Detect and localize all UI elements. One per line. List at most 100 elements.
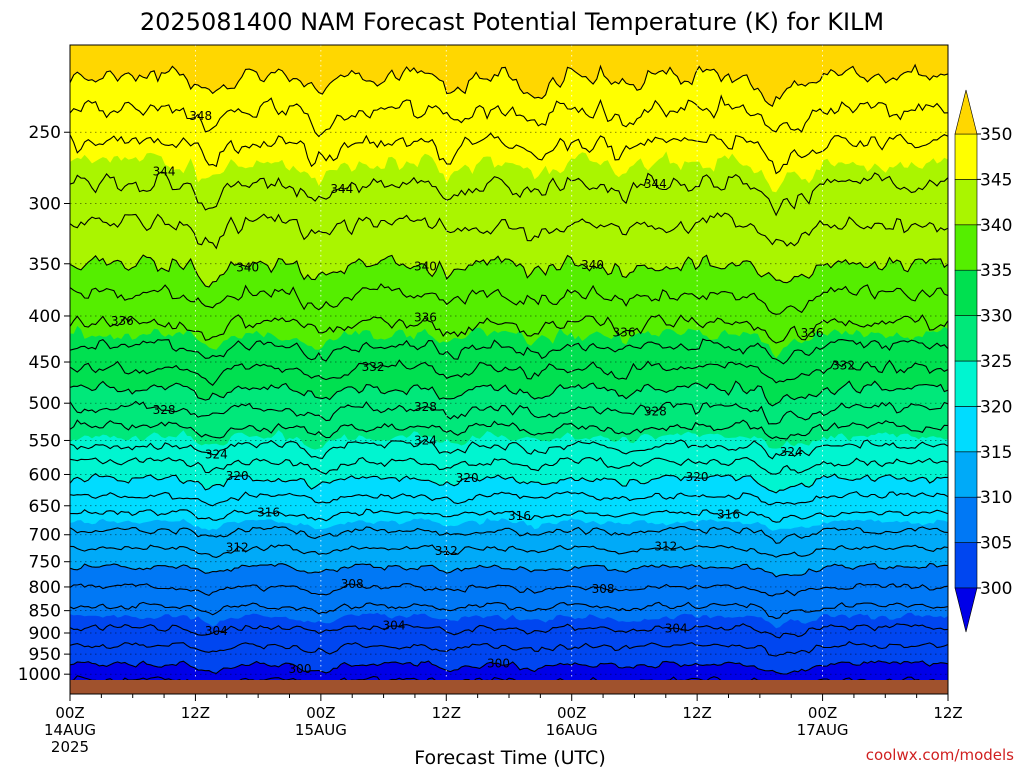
contour-label-344: 344 — [644, 177, 667, 191]
y-tick-label: 650 — [29, 497, 61, 517]
contour-308 — [70, 582, 948, 597]
x-tick-label: 12Z — [682, 704, 711, 722]
colorbar-tick-label: 320 — [980, 397, 1012, 417]
y-tick-label: 1000 — [18, 665, 61, 685]
y-tick-label: 700 — [29, 526, 61, 546]
x-tick-label: 12Z — [432, 704, 461, 722]
colorbar-tick-label: 315 — [980, 443, 1012, 463]
contour-300 — [70, 660, 948, 675]
contour-314 — [70, 525, 948, 544]
contour-346 — [70, 132, 948, 175]
y-tick-label: 550 — [29, 432, 61, 452]
band-below-300 — [70, 660, 948, 680]
contour-label-312: 312 — [654, 540, 677, 554]
y-tick-label: 850 — [29, 602, 61, 622]
x-axis-label: Forecast Time (UTC) — [414, 747, 605, 768]
colorbar-swatch-300 — [954, 542, 978, 589]
contour-348 — [70, 94, 948, 138]
colorbar-tick-label: 310 — [980, 488, 1012, 508]
colorbar-extend-top — [954, 89, 978, 135]
contour-336 — [70, 314, 948, 344]
contour-label-304: 304 — [665, 621, 688, 635]
colorbar-tick-label: 330 — [980, 307, 1012, 327]
x-tick-label: 00Z — [55, 704, 84, 722]
contour-label-336: 336 — [111, 314, 134, 328]
ground-surface-bar — [70, 680, 948, 694]
contour-316 — [70, 508, 948, 523]
y-tick-label: 900 — [29, 624, 61, 644]
contour-label-316: 316 — [257, 506, 280, 520]
colorbar-swatch-305 — [954, 496, 978, 543]
contour-label-328: 328 — [644, 405, 667, 419]
contour-328 — [70, 400, 948, 425]
x-tick-label: 00Z — [557, 704, 586, 722]
contour-label-332: 332 — [832, 359, 855, 373]
contour-label-320: 320 — [226, 469, 249, 483]
contour-302 — [70, 641, 948, 657]
contour-label-336: 336 — [801, 326, 824, 340]
contour-lines — [70, 63, 948, 680]
y-tick-label: 500 — [29, 394, 61, 414]
y-tick-label: 450 — [29, 353, 61, 373]
contour-label-316: 316 — [717, 508, 740, 522]
x-tick-label: 12Z — [181, 704, 210, 722]
y-tick-label: 250 — [29, 123, 61, 143]
contour-342 — [70, 212, 948, 250]
x-tick-label: 14AUG — [44, 721, 96, 739]
y-tick-label: 600 — [29, 466, 61, 486]
colorbar-swatch-330 — [954, 269, 978, 316]
colorbar-swatch-320 — [954, 360, 978, 407]
contour-label-336: 336 — [613, 326, 636, 340]
colorbar-tick-label: 345 — [980, 170, 1012, 190]
y-tick-label: 400 — [29, 307, 61, 327]
x-tick-label: 12Z — [933, 704, 962, 722]
colorbar-tick-label: 340 — [980, 216, 1012, 236]
colorbar-tick-label: 335 — [980, 261, 1012, 281]
x-tick-label: 2025 — [51, 738, 89, 756]
credit-link[interactable]: coolwx.com/models — [866, 746, 1014, 764]
contour-332 — [70, 359, 948, 386]
contour-label-312: 312 — [226, 541, 249, 555]
x-tick-label: 15AUG — [295, 721, 347, 739]
y-tick-label: 800 — [29, 578, 61, 598]
contour-label-320: 320 — [686, 470, 709, 484]
contour-label-340: 340 — [236, 261, 259, 275]
colorbar-swatch-340 — [954, 179, 978, 226]
contour-label-348: 348 — [189, 109, 212, 123]
contour-label-344: 344 — [153, 165, 176, 179]
contour-310 — [70, 562, 948, 578]
contour-label-340: 340 — [581, 258, 604, 272]
y-axis: 2503003504004505005506006507007508008509… — [18, 123, 70, 685]
contour-340 — [70, 254, 948, 288]
contour-label-304: 304 — [383, 619, 406, 633]
colorbar-extend-bottom — [954, 587, 978, 633]
contour-label-336: 336 — [414, 311, 437, 325]
contour-label-344: 344 — [330, 182, 353, 196]
contour-label-304: 304 — [205, 624, 228, 638]
contour-312 — [70, 544, 948, 558]
x-tick-label: 00Z — [808, 704, 837, 722]
colorbar-tick-label: 300 — [980, 579, 1012, 599]
contour-label-324: 324 — [780, 445, 803, 459]
contour-label-324: 324 — [205, 448, 228, 462]
contour-318 — [70, 491, 948, 507]
colorbar-swatch-345 — [954, 133, 978, 180]
contour-label-300: 300 — [289, 662, 312, 676]
chart-title: 2025081400 NAM Forecast Potential Temper… — [140, 8, 884, 36]
colorbar-tick-label: 350 — [980, 125, 1012, 145]
contour-324 — [70, 438, 948, 460]
contour-344 — [70, 171, 948, 217]
contour-326 — [70, 419, 948, 440]
contour-label-328: 328 — [414, 400, 437, 414]
x-tick-label: 16AUG — [546, 721, 598, 739]
colorbar: 300 305 310 315 320 325 330 335 340 345 350 — [954, 89, 1012, 633]
contour-306 — [70, 601, 948, 620]
colorbar-tick-label: 325 — [980, 352, 1012, 372]
x-tick-label: 17AUG — [797, 721, 849, 739]
colorbar-swatch-325 — [954, 315, 978, 362]
contour-322 — [70, 456, 948, 475]
contour-350 — [70, 63, 948, 108]
contour-338 — [70, 283, 948, 315]
contour-label-328: 328 — [153, 403, 176, 417]
